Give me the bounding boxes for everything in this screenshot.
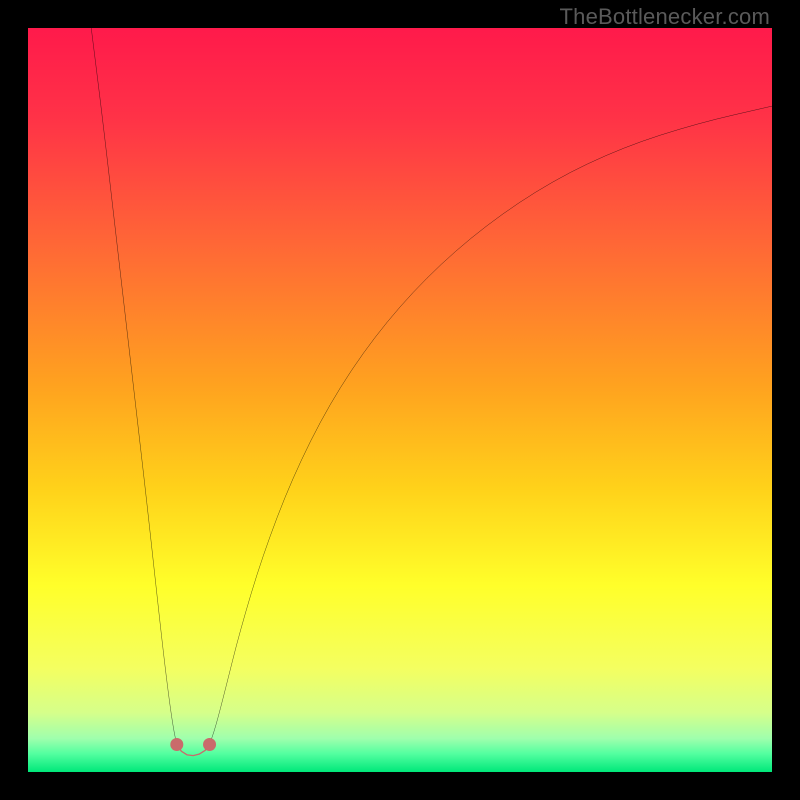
bottleneck-curve-left [91,28,177,744]
trough-end-dot [203,738,216,751]
watermark-text: TheBottlenecker.com [560,4,770,30]
trough-end-dot [170,738,183,751]
chart-stage: TheBottlenecker.com [0,0,800,800]
bottleneck-curve-right [210,106,772,744]
trough-end-dots [170,738,216,751]
curve-layer [28,28,772,772]
plot-area [28,28,772,772]
